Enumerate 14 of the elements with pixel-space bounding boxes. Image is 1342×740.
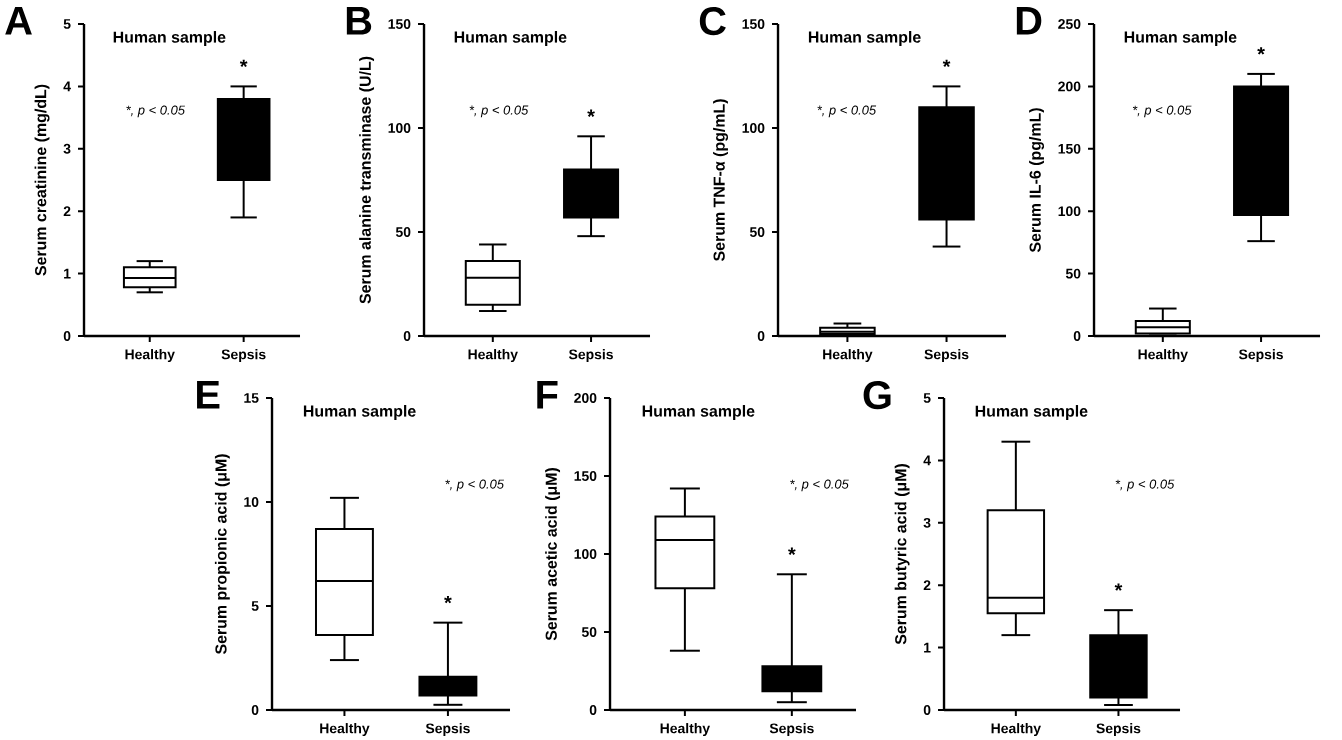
chart-title: F — [537, 381, 558, 409]
chart-title: E — [197, 381, 220, 409]
chart-title: A — [5, 7, 32, 35]
annotation: * — [788, 547, 796, 555]
annotation: * — [587, 109, 595, 117]
chart-title: B — [346, 7, 372, 35]
chart-title: D — [1016, 7, 1042, 35]
chart-title: C — [699, 7, 726, 36]
annotation: * — [239, 59, 248, 68]
chart-title: G — [863, 381, 891, 410]
annotation: * — [444, 595, 452, 604]
annotation: * — [1114, 583, 1123, 591]
annotation: * — [942, 59, 951, 68]
annotation: * — [1257, 47, 1265, 55]
